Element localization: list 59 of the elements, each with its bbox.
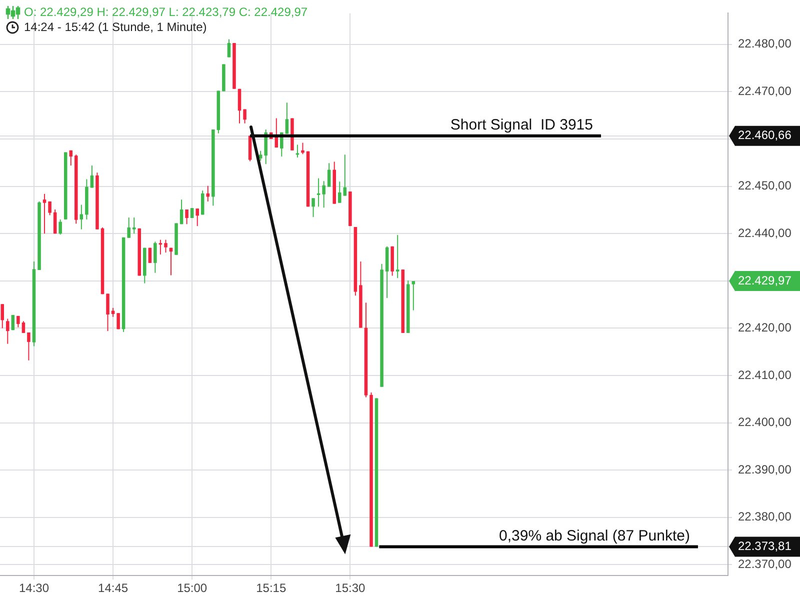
annotation: 0,39% ab Signal (87 Punkte) [498, 527, 690, 544]
candlestick [22, 320, 26, 334]
y-tick-label: 22.450,00 [738, 178, 792, 193]
text: 14:24 - 15:42 (1 Stunde, 1 Minute) [24, 20, 207, 34]
candlestick [53, 208, 57, 234]
candlestick [238, 88, 242, 124]
candlestick [258, 150, 262, 162]
candlestick [27, 332, 30, 361]
candlestick [164, 239, 168, 254]
y-tick-label: 22.380,00 [738, 510, 792, 524]
candlestick [312, 198, 315, 218]
candlestick [200, 190, 204, 216]
chart-title: O: 22.429,29 H: 22.429,97 L: 22.423,79 C: 22.429,97 [24, 5, 308, 19]
candlestick [158, 239, 162, 255]
candlestick [106, 293, 110, 332]
y-tick-label: 22.460,66 [738, 128, 792, 142]
candlestick [0, 304, 4, 329]
candlestick [48, 200, 52, 216]
candlestick [343, 154, 347, 196]
candlestick [296, 144, 300, 158]
candlestick [322, 180, 326, 208]
x-tick-label: 14:30 [18, 581, 50, 596]
candlestick [132, 217, 136, 234]
y-tick-label: 22.440,00 [738, 226, 792, 240]
candlestick [327, 162, 331, 188]
candlestick [227, 38, 231, 58]
y-tick-label: 22.400,00 [738, 415, 792, 430]
candlestick [264, 129, 268, 165]
annotation: Short Signal ID 3915 [450, 116, 593, 134]
candlestick [127, 217, 130, 238]
x-tick-label: 15:00 [177, 581, 208, 596]
candlestick [148, 247, 152, 264]
y-tick-label: 22.429,97 [738, 273, 792, 288]
candlestick [42, 193, 46, 234]
y-tick-label: 22.420,00 [738, 320, 792, 335]
y-tick-label: 22.373,81 [738, 539, 792, 554]
candlestick [6, 318, 10, 344]
candlestick [116, 312, 120, 330]
y-tick-label: 22.470,00 [738, 84, 792, 98]
candlestick [154, 241, 157, 274]
y-tick-label: 22.480,00 [738, 36, 792, 51]
candlestick [412, 280, 416, 311]
candlestick [196, 208, 199, 227]
candlestick [316, 178, 320, 208]
candlestick [338, 181, 342, 204]
candlestick [185, 208, 188, 225]
candlestick [301, 142, 304, 155]
candlestick [180, 199, 184, 225]
x-tick-label: 15:30 [335, 581, 366, 596]
y-tick-label: 22.410,00 [738, 368, 792, 382]
candlestick [285, 102, 289, 134]
candlestick [80, 204, 84, 230]
y-tick-label: 22.370,00 [738, 557, 792, 572]
x-tick-label: 14:45 [98, 581, 128, 596]
x-tick-label: 15:15 [256, 581, 286, 596]
candlestick [396, 234, 400, 279]
candlestick [58, 218, 62, 236]
y-tick-label: 22.390,00 [738, 462, 792, 476]
candlestick [243, 108, 246, 124]
